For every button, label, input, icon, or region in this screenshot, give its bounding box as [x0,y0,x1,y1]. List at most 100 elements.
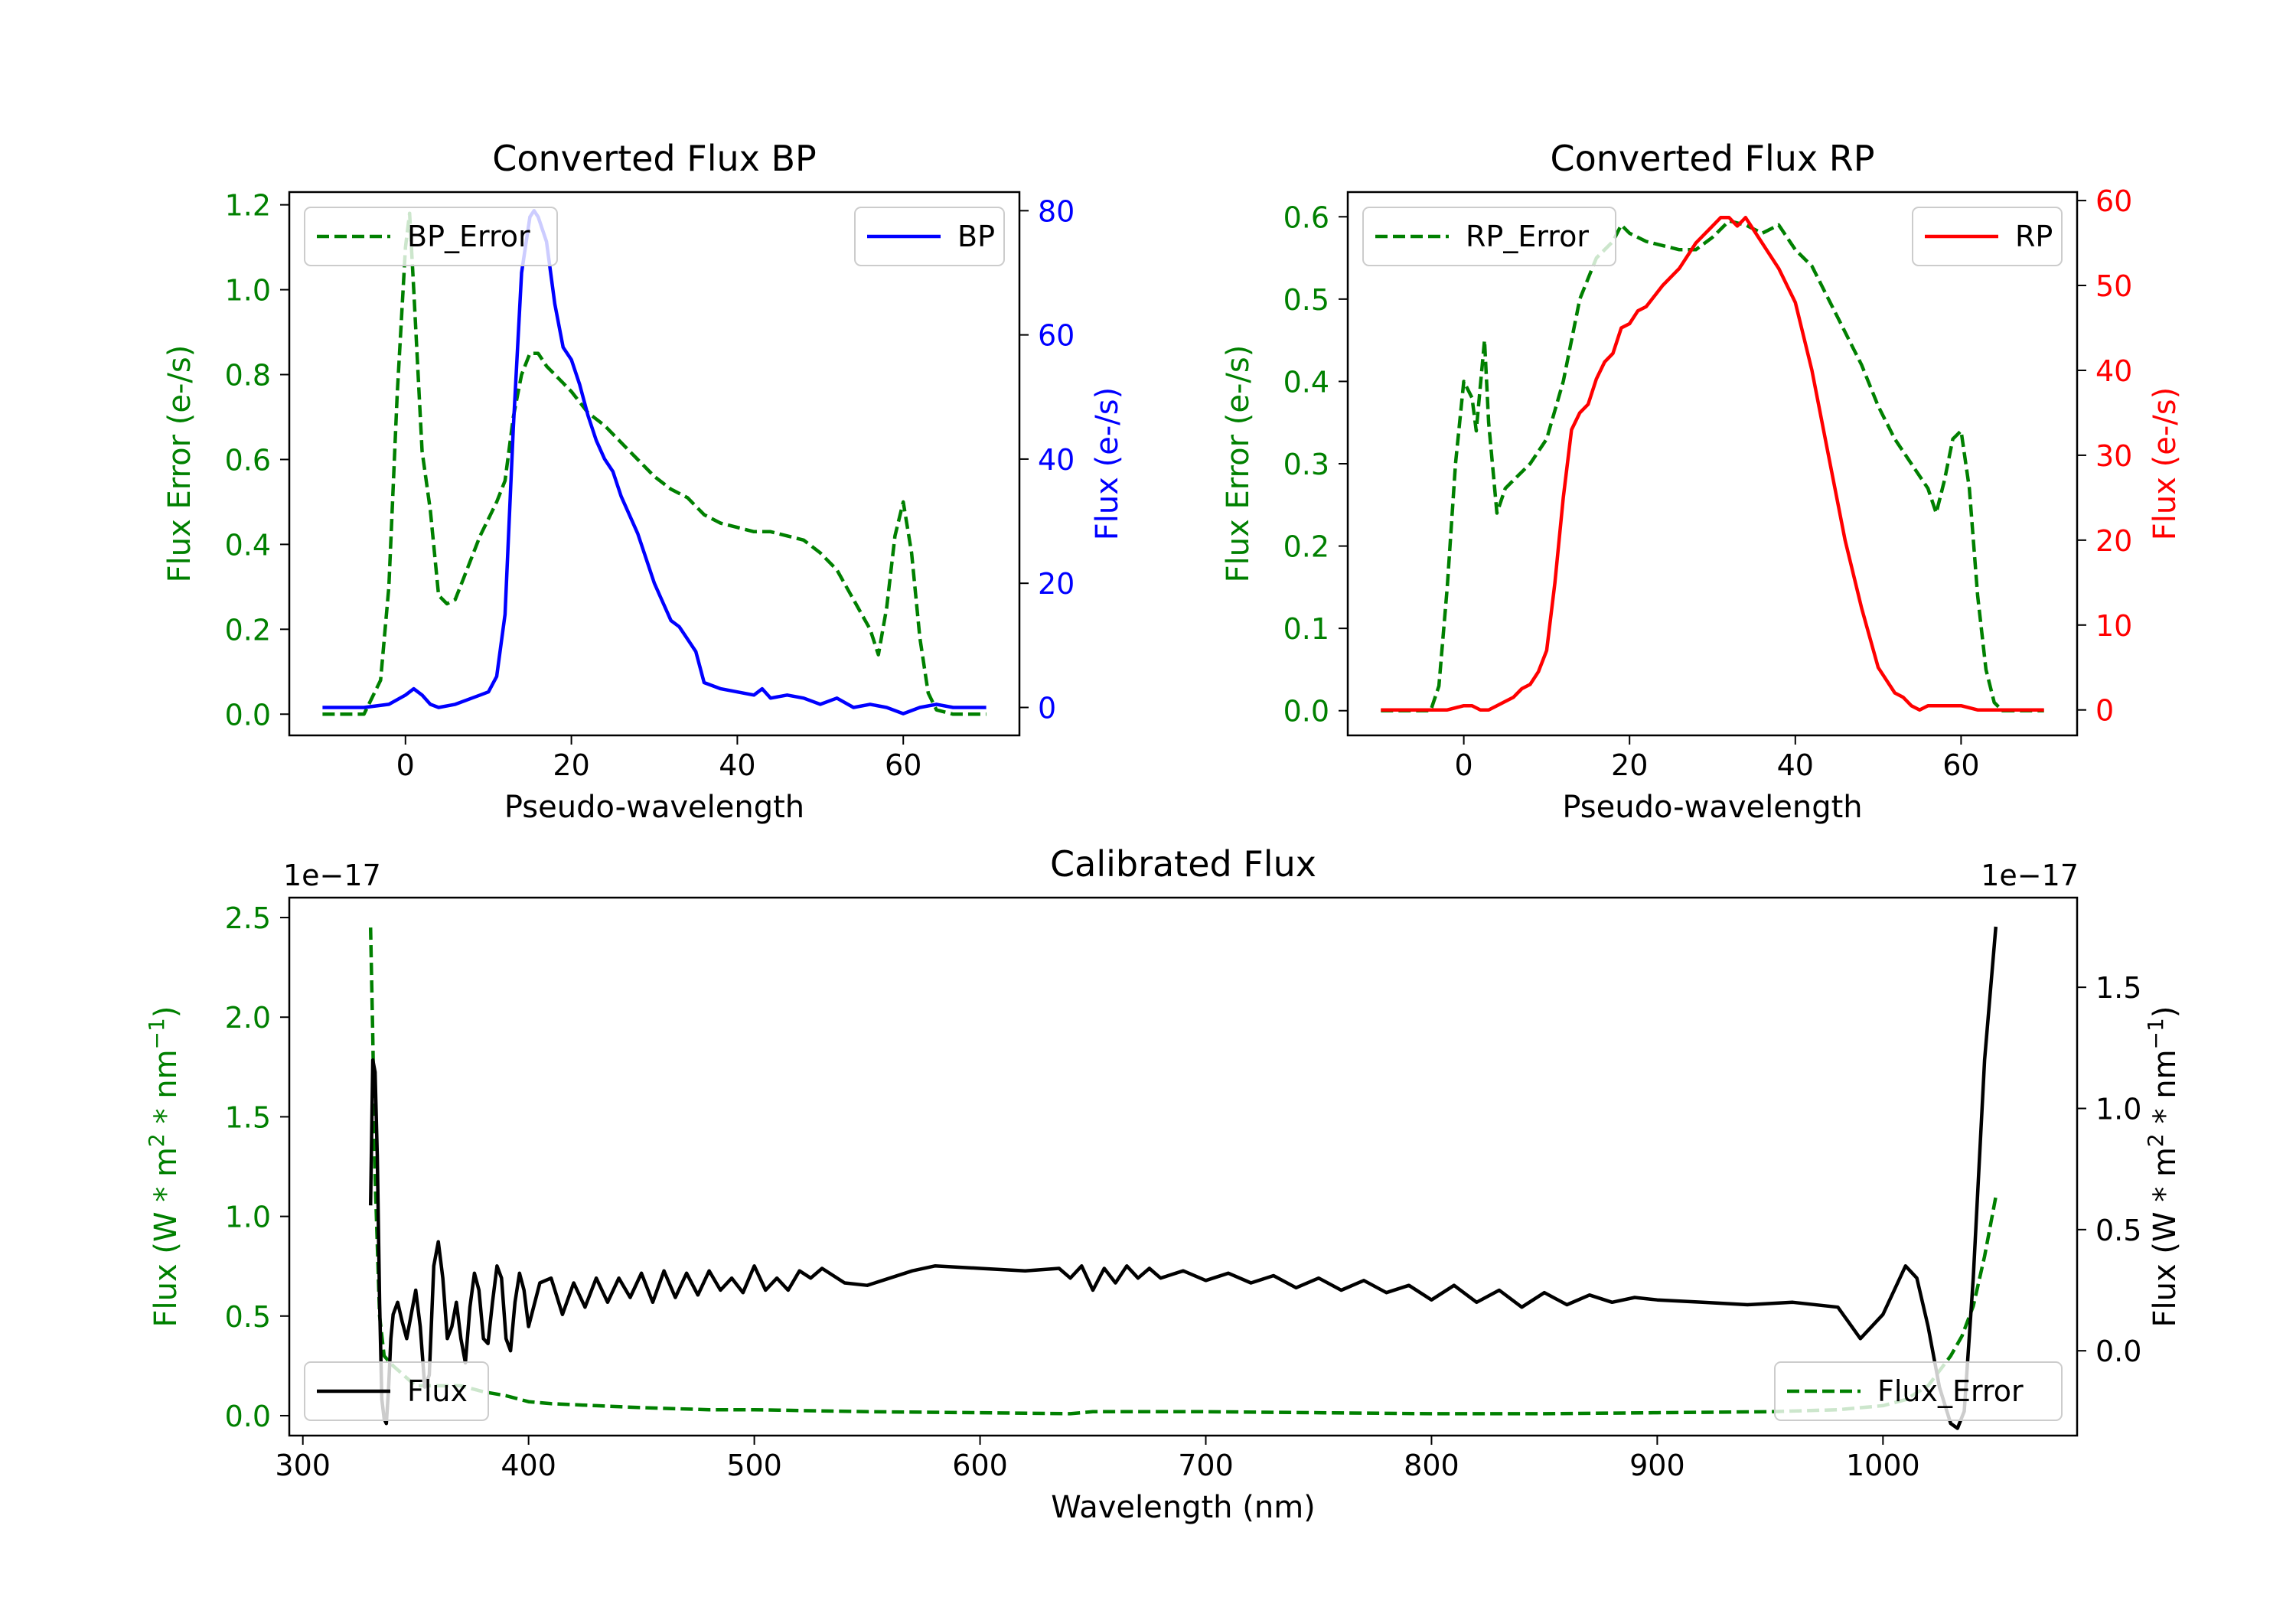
rp-left-tick-label: 0.2 [1283,530,1329,564]
rp-right-tick-label: 20 [2095,524,2132,558]
bp-left-tick-label: 1.0 [225,274,271,308]
rp-xlabel: Pseudo-wavelength [1562,790,1862,825]
cal-right-tick-label: 1.0 [2095,1093,2141,1126]
bp-xtick-label: 60 [885,748,921,782]
bp-legend-bp-error: BP_Error [304,207,558,266]
cal-legend-flux-error: Flux_Error [1774,1361,2063,1421]
legend-label: RP [2015,220,2053,253]
cal-series-flux [368,926,1998,1430]
bp-left-tick-label: 0.4 [225,528,271,562]
bp-right-tick-label: 40 [1038,443,1075,477]
legend-box [304,1361,489,1421]
bp-left-tick-label: 0.6 [225,443,271,477]
legend-label: BP_Error [407,220,530,253]
rp-legend-rp-error: RP_Error [1362,207,1616,266]
rp-right-tick-label: 30 [2095,439,2132,473]
cal-xtick-label: 900 [1629,1449,1685,1482]
rp-xtick-label: 40 [1777,748,1814,782]
rp-xtick-label: 20 [1611,748,1648,782]
bp-right-tick-label: 0 [1038,691,1056,725]
cal-title: Calibrated Flux [1050,843,1316,885]
rp-series-rp [1381,216,2044,712]
bp-chart: Converted Flux BP 0 20 40 60 Pseudo-wavelengt… [162,138,1125,825]
bp-left-axis-label: Flux Error (e-/s) [162,345,197,583]
cal-left-axis-label-part: * nm [148,1049,184,1133]
rp-xtick-label: 60 [1942,748,1979,782]
cal-xtick-label: 300 [275,1449,331,1482]
cal-xtick-label: 500 [726,1449,782,1482]
bp-right-tick-label: 60 [1038,319,1075,353]
rp-right-tick-label: 50 [2095,269,2132,303]
rp-left-axis-label: Flux Error (e-/s) [1221,345,1256,583]
rp-title: Converted Flux RP [1551,138,1875,179]
rp-left-tick-label: 0.1 [1283,612,1329,646]
bp-xtick-label: 40 [719,748,755,782]
legend-label: BP [957,220,995,253]
bp-legend-bp: BP [854,207,1005,266]
cal-left-offset-text: 1e−17 [283,859,381,892]
rp-right-axis-label: Flux (e-/s) [2148,387,2183,540]
cal-left-axis-label-part: 2 [144,1133,169,1147]
bp-plot-frame [288,191,1021,737]
cal-xtick-label: 800 [1404,1449,1459,1482]
bp-series-bp [322,209,987,715]
bp-title: Converted Flux BP [492,138,817,179]
cal-xtick-label: 1000 [1846,1449,1920,1482]
cal-left-axis-label-part: Flux (W * m [148,1147,184,1327]
rp-left-tick-label: 0.3 [1283,448,1329,481]
legend-label: RP_Error [1466,220,1589,253]
cal-left-tick-label: 1.5 [225,1100,271,1134]
rp-legend-rp: RP [1912,207,2063,266]
bp-xtick-label: 0 [396,748,415,782]
cal-xtick-label: 400 [501,1449,556,1482]
rp-right-tick-label: 60 [2095,184,2132,218]
bp-left-tick-label: 0.8 [225,359,271,393]
cal-right-offset-text: 1e−17 [1981,859,2079,892]
rp-right-tick-label: 40 [2095,354,2132,388]
cal-left-axis-label-part: ) [148,1006,184,1019]
rp-series-rp-error [1381,219,2044,712]
rp-left-tick-label: 0.0 [1283,695,1329,729]
rp-chart: Converted Flux RP 0 20 40 60 Pseudo-wavelengt… [1221,138,2183,825]
bp-left-tick-label: 1.2 [225,189,271,223]
rp-right-tick-label: 0 [2095,694,2114,728]
bp-right-tick-label: 80 [1038,194,1075,228]
legend-box [1774,1361,2063,1421]
cal-right-tick-label: 0.0 [2095,1335,2141,1368]
cal-left-tick-label: 1.0 [225,1201,271,1234]
cal-right-axis-label-part: * nm [2148,1049,2183,1133]
rp-xtick-label: 0 [1455,748,1473,782]
cal-left-tick-label: 0.0 [225,1400,271,1433]
cal-right-axis-label-part: ) [2148,1006,2183,1019]
rp-left-tick-label: 0.6 [1283,200,1329,234]
cal-right-axis-label-part: Flux (W * m [2148,1147,2183,1327]
bp-right-tick-label: 20 [1038,567,1075,601]
legend-label: Flux [407,1374,468,1408]
cal-chart: Calibrated Flux 300 400 500 600 700 800 900 1000… [144,843,2183,1525]
cal-legend-flux: Flux [304,1361,489,1421]
bp-xtick-label: 20 [553,748,589,782]
rp-right-tick-label: 10 [2095,609,2132,643]
rp-left-tick-label: 0.5 [1283,283,1329,317]
cal-left-tick-label: 2.0 [225,1001,271,1035]
legend-box [1362,207,1616,266]
cal-right-tick-label: 0.5 [2095,1214,2141,1247]
bp-left-tick-label: 0.2 [225,613,271,647]
legend-box [304,207,558,266]
cal-right-axis-label-part: 2 [2143,1133,2168,1147]
bp-left-tick-label: 0.0 [225,698,271,732]
rp-plot-frame [1346,191,2079,737]
cal-right-tick-label: 1.5 [2095,971,2141,1005]
cal-plot-frame [288,896,2079,1437]
cal-left-tick-label: 0.5 [225,1300,271,1334]
cal-xtick-label: 700 [1178,1449,1234,1482]
rp-series-group [1381,216,2044,712]
cal-left-axis-label-part: −1 [144,1018,169,1049]
cal-left-axis-label: Flux (W * m2 * nm−1) [144,1006,184,1328]
bp-right-axis-label: Flux (e-/s) [1090,387,1125,540]
legend-label: Flux_Error [1877,1374,2024,1408]
cal-xlabel: Wavelength (nm) [1051,1490,1316,1525]
rp-left-tick-label: 0.4 [1283,365,1329,399]
bp-series-group [322,209,987,716]
